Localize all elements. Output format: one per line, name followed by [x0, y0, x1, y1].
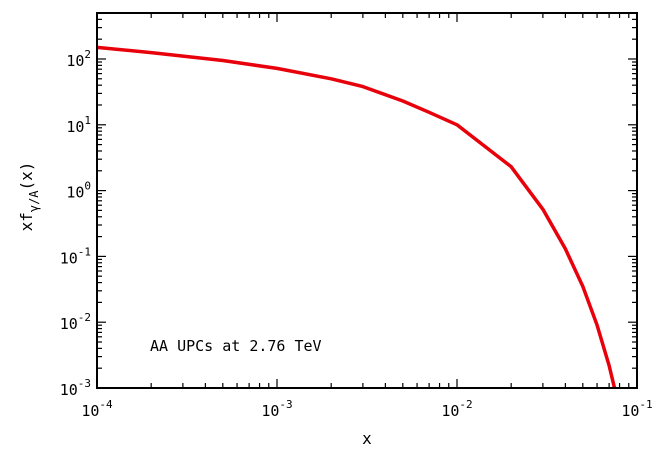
y-tick-label-base: 10 — [60, 381, 78, 399]
annotation-text: AA UPCs at 2.76 TeV — [150, 337, 322, 355]
y-tick-label-base: 10 — [66, 184, 84, 202]
y-tick-label-base: 10 — [60, 315, 78, 333]
y-tick-label: 101 — [66, 114, 91, 136]
ticks-layer — [96, 12, 638, 389]
y-tick-label: 102 — [66, 48, 91, 70]
x-tick-label: 10-4 — [81, 398, 113, 420]
y-axis-label-subscript: γ/A — [27, 190, 41, 212]
series-line — [97, 45, 617, 388]
y-tick-label-exponent: 0 — [84, 180, 91, 193]
x-tick-label: 10-2 — [441, 398, 472, 420]
y-axis-label: xfγ/A(x) — [17, 162, 41, 232]
y-tick-label: 10-2 — [60, 311, 91, 333]
x-tick-label-exponent: -2 — [459, 398, 472, 411]
y-tick-label-exponent: 2 — [84, 48, 91, 61]
x-tick-label-exponent: -4 — [99, 398, 113, 411]
plot-frame — [96, 12, 638, 389]
x-tick-label-base: 10 — [81, 402, 99, 420]
y-tick-label-base: 10 — [66, 52, 84, 70]
x-axis-label: x — [362, 429, 372, 448]
series-layer — [97, 45, 617, 388]
x-tick-label-base: 10 — [441, 402, 459, 420]
y-tick-label: 10-3 — [60, 377, 91, 399]
y-tick-label-exponent: -2 — [78, 311, 91, 324]
y-tick-label: 10-1 — [60, 245, 91, 267]
y-tick-label-base: 10 — [60, 249, 78, 267]
y-tick-label-exponent: -3 — [78, 377, 91, 390]
y-axis-label-base: xf — [17, 212, 36, 231]
y-tick-label-base: 10 — [66, 118, 84, 136]
y-tick-label: 100 — [66, 180, 91, 202]
x-tick-label: 10-3 — [261, 398, 292, 420]
y-axis-label-suffix: (x) — [17, 162, 36, 191]
y-tick-label-exponent: -1 — [78, 245, 91, 258]
x-tick-label-base: 10 — [621, 402, 639, 420]
x-tick-label-exponent: -1 — [639, 398, 652, 411]
x-tick-label-base: 10 — [261, 402, 279, 420]
x-tick-label-exponent: -3 — [279, 398, 292, 411]
x-tick-label: 10-1 — [621, 398, 652, 420]
y-tick-label-exponent: 1 — [84, 114, 91, 127]
